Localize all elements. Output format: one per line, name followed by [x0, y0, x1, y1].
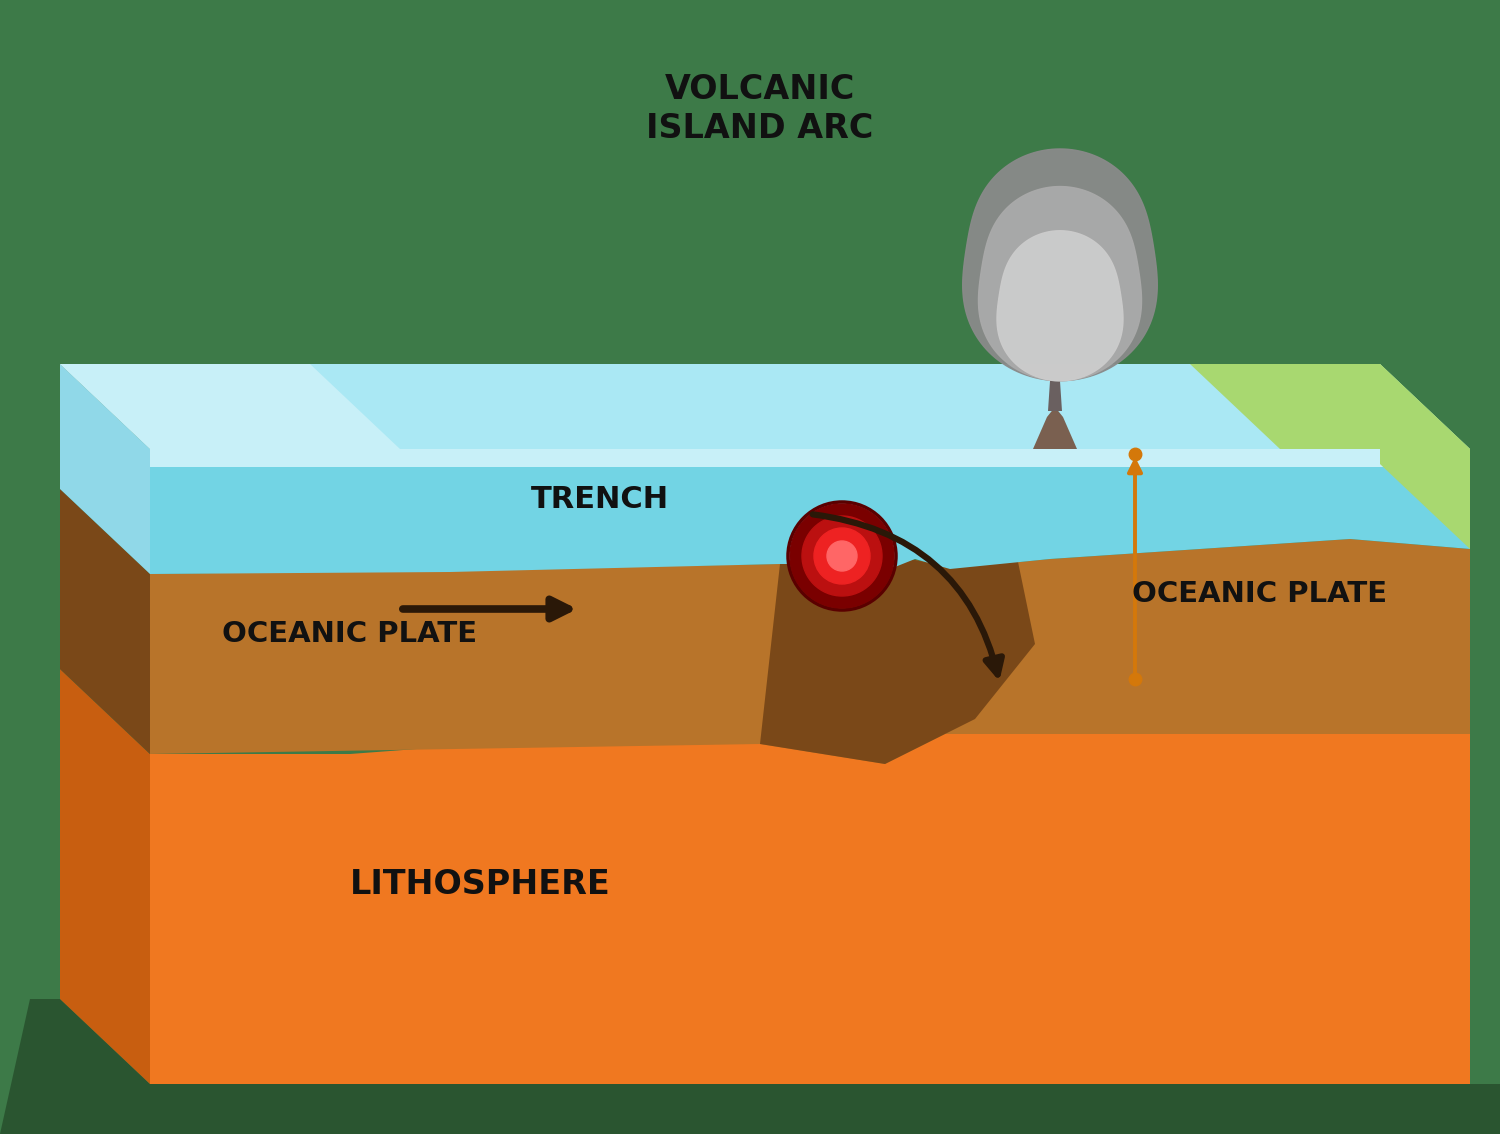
- Polygon shape: [60, 669, 150, 1084]
- Polygon shape: [1380, 364, 1470, 549]
- Circle shape: [815, 528, 870, 584]
- Polygon shape: [1190, 364, 1470, 449]
- Polygon shape: [978, 186, 1142, 381]
- Polygon shape: [60, 364, 1470, 449]
- Polygon shape: [1034, 407, 1077, 449]
- Polygon shape: [1048, 381, 1062, 411]
- Polygon shape: [60, 364, 150, 574]
- Text: VOLCANIC
ISLAND ARC: VOLCANIC ISLAND ARC: [646, 73, 873, 145]
- Polygon shape: [963, 149, 1158, 381]
- Circle shape: [790, 503, 894, 608]
- Polygon shape: [150, 449, 1470, 579]
- Polygon shape: [998, 230, 1124, 381]
- Circle shape: [802, 516, 882, 596]
- Polygon shape: [60, 364, 400, 449]
- Polygon shape: [150, 449, 1470, 467]
- Circle shape: [827, 541, 856, 572]
- Text: LITHOSPHERE: LITHOSPHERE: [350, 868, 610, 900]
- Polygon shape: [150, 544, 975, 764]
- Polygon shape: [150, 704, 1470, 1084]
- Polygon shape: [0, 999, 1500, 1134]
- Text: OCEANIC PLATE: OCEANIC PLATE: [1132, 579, 1388, 608]
- Polygon shape: [920, 539, 1470, 734]
- Polygon shape: [60, 489, 150, 754]
- Text: TRENCH: TRENCH: [531, 484, 669, 514]
- Text: OCEANIC PLATE: OCEANIC PLATE: [222, 620, 477, 648]
- Polygon shape: [760, 499, 1035, 764]
